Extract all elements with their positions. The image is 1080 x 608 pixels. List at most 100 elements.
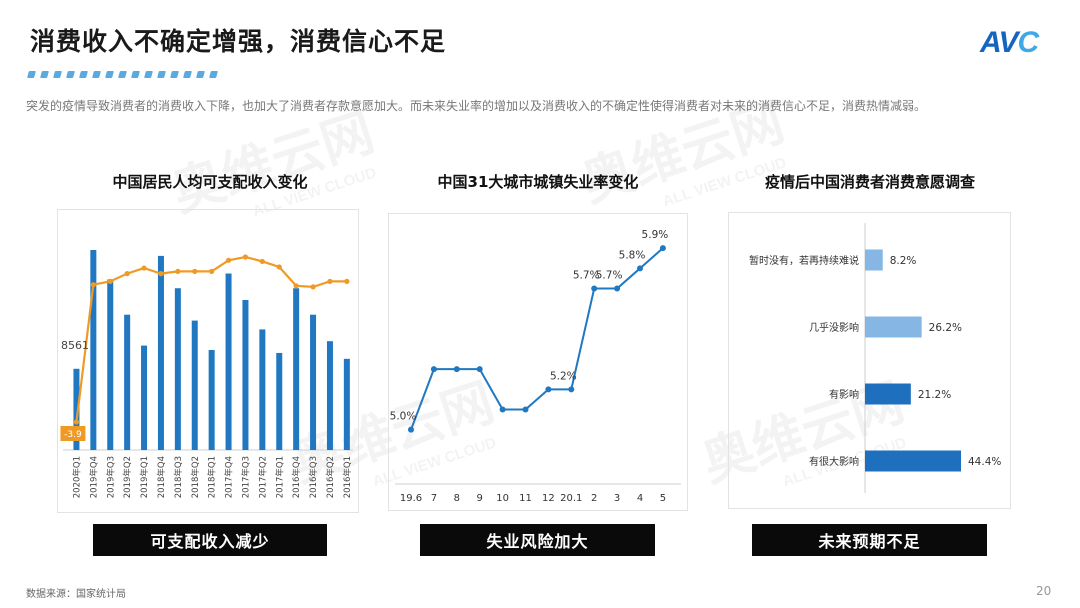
unemployment-point bbox=[476, 366, 483, 373]
x-tick-label: 2016年Q1 bbox=[342, 456, 353, 498]
growth-point bbox=[192, 268, 198, 274]
x-tick-label: 7 bbox=[431, 493, 437, 504]
category-label: 有很大影响 bbox=[809, 455, 859, 468]
unemployment-data-label: 5.7% bbox=[596, 270, 623, 282]
income-bar bbox=[326, 341, 333, 450]
chart-title-unemployment: 中国31大城市城镇失业率变化 bbox=[437, 173, 639, 191]
x-tick-label: 2016年Q3 bbox=[308, 456, 319, 498]
income-bar bbox=[208, 350, 215, 450]
income-bar bbox=[124, 314, 131, 450]
consumption-chart-panel: 暂时没有，若再持续难说 8.2% 几乎没影响 26.2% 有影响 21.2% 有很大影响 44… bbox=[728, 212, 1011, 509]
consumption-data-label: 44.4% bbox=[968, 456, 1001, 468]
consumption-bar bbox=[865, 383, 911, 405]
x-tick-label: 2019年Q3 bbox=[105, 456, 116, 498]
income-bar bbox=[343, 358, 350, 450]
x-tick-label: 5 bbox=[660, 493, 666, 504]
income-bar bbox=[141, 345, 148, 450]
x-tick-label: 2016年Q2 bbox=[325, 456, 336, 498]
unemployment-chart: 19.6 7 8 9 10 11 12 20.1 2 3 4 5 5.0% 5.2% 5.7%5.7% 5.8… bbox=[390, 229, 681, 504]
income-bar bbox=[90, 250, 97, 450]
x-tick-label: 4 bbox=[637, 493, 643, 504]
consumption-conclusion-banner: 未来预期不足 bbox=[752, 524, 987, 556]
growth-data-label: -3.9 bbox=[64, 430, 82, 440]
unemployment-data-label: 5.7% bbox=[573, 270, 600, 282]
x-tick-label: 2017年Q4 bbox=[224, 456, 235, 498]
unemployment-data-label: 5.2% bbox=[550, 370, 577, 382]
unemployment-data-label: 5.8% bbox=[619, 249, 646, 261]
growth-point bbox=[310, 284, 316, 290]
unemployment-point bbox=[614, 285, 621, 292]
unemployment-point bbox=[408, 426, 414, 433]
data-source: 数据来源：国家统计局 bbox=[26, 589, 126, 600]
x-tick-label: 2020年Q1 bbox=[71, 456, 82, 498]
x-tick-label: 12 bbox=[542, 493, 555, 504]
page-number: 20 bbox=[1036, 584, 1052, 598]
avc-logo: AVC bbox=[980, 26, 1039, 59]
category-label: 暂时没有，若再持续难说 bbox=[749, 254, 859, 267]
growth-point bbox=[175, 268, 181, 274]
growth-point bbox=[209, 268, 215, 274]
x-tick-label: 2016年Q4 bbox=[291, 456, 302, 498]
unemployment-point bbox=[499, 406, 506, 413]
x-tick-label: 11 bbox=[519, 493, 532, 504]
x-tick-label: 3 bbox=[614, 493, 620, 504]
decorative-dots bbox=[27, 71, 218, 78]
consumption-bar bbox=[865, 249, 883, 271]
income-chart-panel: 2020年Q1 2019年Q4 2019年Q3 2019年Q2 2019年Q1 2018年… bbox=[57, 209, 359, 513]
unemployment-conclusion-banner: 失业风险加大 bbox=[420, 524, 655, 556]
growth-point bbox=[259, 258, 265, 265]
growth-label-box bbox=[60, 426, 86, 441]
category-label: 几乎没影响 bbox=[809, 321, 859, 334]
x-tick-label: 2019年Q4 bbox=[88, 456, 99, 498]
x-tick-label: 8 bbox=[454, 493, 460, 504]
growth-point bbox=[90, 282, 96, 288]
x-tick-label: 2019年Q1 bbox=[139, 456, 150, 498]
growth-point bbox=[107, 278, 113, 284]
income-bar bbox=[174, 288, 181, 450]
growth-point bbox=[141, 265, 147, 271]
unemployment-data-label: 5.0% bbox=[390, 411, 417, 423]
income-bar bbox=[225, 273, 232, 450]
consumption-data-label: 8.2% bbox=[890, 255, 917, 267]
x-tick-label: 2018年Q4 bbox=[156, 456, 167, 498]
income-bar bbox=[293, 288, 300, 450]
growth-point bbox=[242, 254, 249, 260]
x-tick-label: 20.1 bbox=[560, 493, 582, 504]
income-data-label: 8561 bbox=[61, 339, 89, 352]
unemployment-point bbox=[637, 265, 643, 272]
income-bar bbox=[242, 300, 249, 450]
consumption-data-label: 21.2% bbox=[918, 389, 951, 401]
growth-point bbox=[73, 419, 80, 425]
unemployment-point bbox=[430, 366, 437, 373]
unemployment-point bbox=[659, 245, 666, 252]
x-tick-label: 2 bbox=[591, 493, 597, 504]
unemployment-data-label: 5.9% bbox=[642, 229, 669, 241]
consumption-bar bbox=[865, 450, 961, 472]
unemployment-line bbox=[410, 247, 664, 431]
x-tick-label: 2017年Q1 bbox=[274, 456, 285, 498]
chart-title-consumption: 疫情后中国消费者消费意愿调查 bbox=[764, 173, 975, 191]
growth-point bbox=[124, 271, 130, 277]
unemployment-point bbox=[522, 406, 529, 413]
consumption-bar bbox=[865, 316, 922, 338]
income-bar bbox=[107, 279, 114, 450]
page-subtitle: 突发的疫情导致消费者的消费收入下降，也加大了消费者存款意愿加大。而未来失业率的增… bbox=[26, 99, 927, 113]
x-tick-label: 2019年Q2 bbox=[122, 456, 133, 498]
unemployment-point bbox=[568, 386, 575, 393]
growth-point bbox=[293, 283, 299, 289]
unemployment-point bbox=[545, 386, 552, 393]
x-tick-label: 10 bbox=[496, 493, 509, 504]
income-bar bbox=[310, 314, 317, 450]
category-label: 有影响 bbox=[829, 388, 859, 401]
consumption-chart: 暂时没有，若再持续难说 8.2% 几乎没影响 26.2% 有影响 21.2% 有很大影响 44… bbox=[749, 223, 1001, 493]
growth-point bbox=[158, 271, 164, 277]
income-bar bbox=[276, 352, 283, 450]
x-tick-label: 19.6 bbox=[400, 493, 422, 504]
income-bar bbox=[191, 320, 198, 450]
page-title: 消费收入不确定增强，消费信心不足 bbox=[30, 27, 447, 56]
x-tick-label: 2017年Q3 bbox=[240, 456, 251, 498]
unemployment-point bbox=[591, 285, 598, 292]
unemployment-chart-panel: 19.6 7 8 9 10 11 12 20.1 2 3 4 5 5.0% 5.2% 5.7% 5.7% 5.8… bbox=[388, 213, 688, 511]
income-bar bbox=[73, 368, 80, 450]
income-chart: 2020年Q1 2019年Q4 2019年Q3 2019年Q2 2019年Q1 2018年… bbox=[60, 250, 353, 498]
